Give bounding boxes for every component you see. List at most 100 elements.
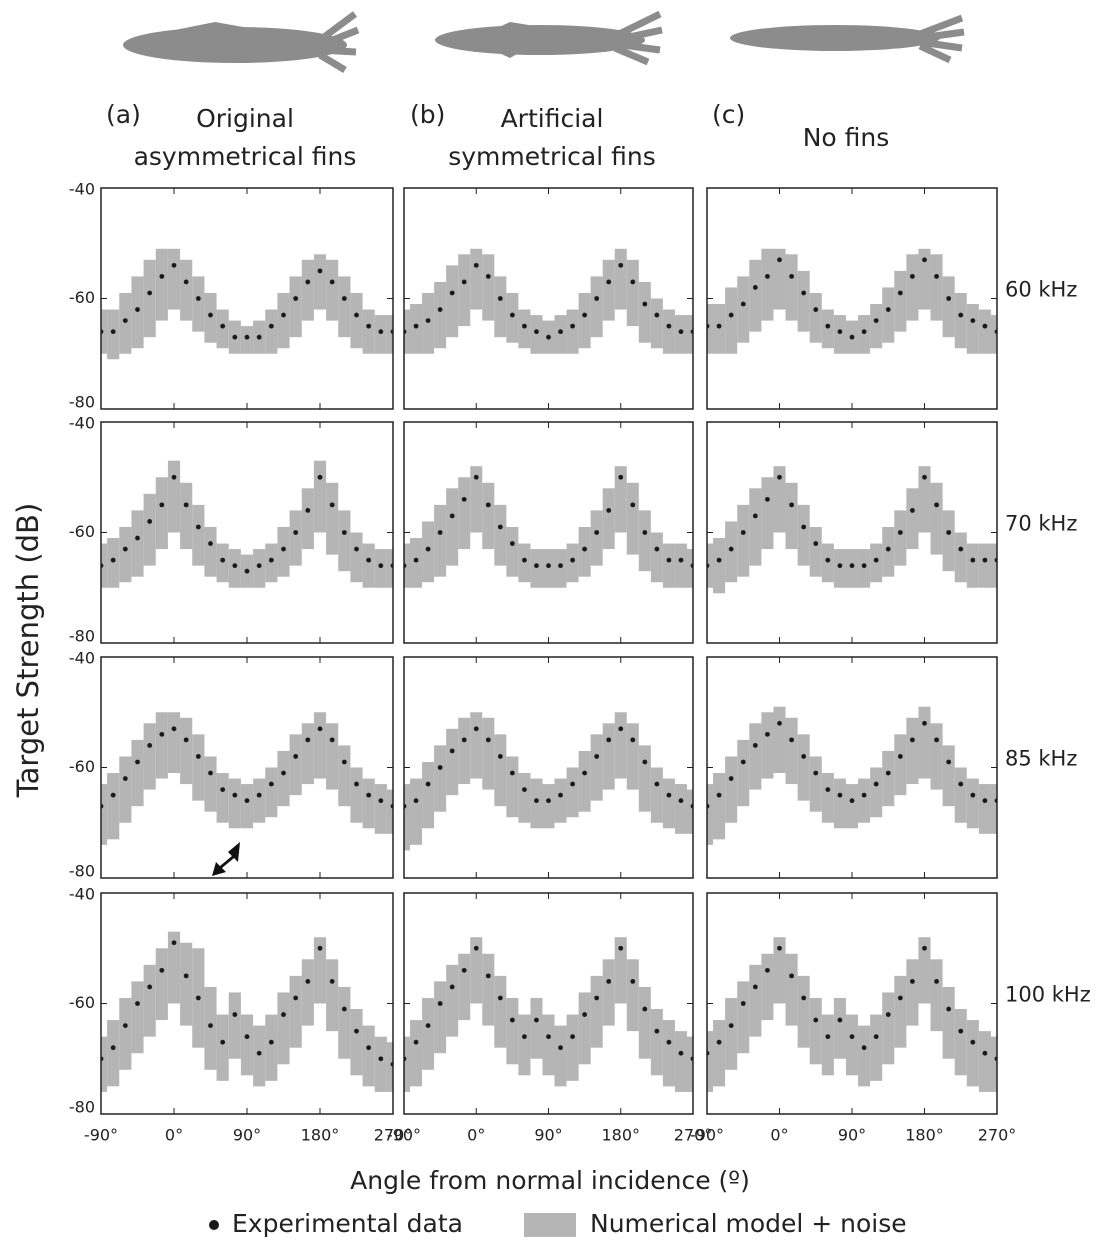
- model-band: [422, 761, 435, 829]
- experimental-point: [558, 563, 563, 569]
- experimental-point: [777, 720, 782, 726]
- model-band: [966, 304, 979, 354]
- model-band: [638, 281, 651, 343]
- model-band: [458, 477, 471, 550]
- model-band: [833, 549, 846, 588]
- experimental-point: [678, 1050, 684, 1056]
- model-band: [894, 270, 907, 332]
- experimental-point: [534, 1017, 539, 1023]
- model-band: [204, 986, 217, 1070]
- experimental-point: [752, 984, 758, 990]
- experimental-point: [849, 334, 855, 340]
- model-band: [362, 543, 375, 588]
- experimental-point: [728, 776, 734, 781]
- model-band: [506, 526, 519, 577]
- experimental-point: [232, 563, 238, 569]
- experimental-point: [740, 301, 746, 307]
- model-band: [602, 959, 615, 1026]
- model-band: [918, 937, 931, 1004]
- experimental-point: [268, 1039, 274, 1045]
- model-band: [470, 712, 483, 779]
- model-band: [155, 477, 168, 550]
- x-tick-label: 180°: [301, 1126, 340, 1145]
- x-tick-label: -90°: [84, 1126, 118, 1145]
- experimental-point: [135, 759, 140, 765]
- experimental-point: [147, 519, 153, 524]
- experimental-point: [159, 731, 165, 737]
- squid-c: [730, 14, 965, 64]
- y-tick-label: -40: [69, 180, 95, 199]
- model-band: [650, 1009, 663, 1076]
- model-band: [773, 248, 786, 310]
- x-tick-label: -90°: [690, 1126, 724, 1145]
- model-band: [749, 723, 762, 790]
- model-band: [131, 510, 144, 577]
- model-band: [301, 488, 314, 550]
- model-band: [942, 745, 955, 807]
- plot-area: [101, 460, 393, 588]
- model-band: [155, 712, 168, 779]
- model-band: [686, 315, 693, 354]
- experimental-point: [378, 329, 384, 335]
- experimental-point: [558, 329, 563, 335]
- model-band: [713, 1020, 726, 1087]
- x-tick-label: 90°: [534, 1126, 562, 1145]
- experimental-point: [885, 770, 891, 776]
- model-band: [289, 975, 302, 1048]
- experimental-point: [765, 496, 770, 502]
- model-band: [338, 276, 351, 338]
- experimental-point: [195, 524, 201, 530]
- experimental-point: [582, 1012, 588, 1017]
- experimental-point: [873, 1034, 879, 1040]
- experimental-point: [666, 323, 672, 329]
- model-band: [797, 504, 810, 566]
- model-band: [785, 482, 798, 550]
- experimental-point: [171, 474, 177, 480]
- model-band: [737, 504, 750, 577]
- experimental-point: [740, 1001, 746, 1006]
- experimental-point: [813, 541, 819, 546]
- model-band: [554, 1025, 567, 1087]
- experimental-point: [449, 984, 455, 990]
- model-band: [809, 526, 822, 577]
- plot-area: [707, 706, 997, 845]
- experimental-point: [195, 995, 201, 1001]
- experimental-point: [220, 323, 226, 329]
- experimental-point: [849, 1034, 855, 1040]
- model-band: [674, 543, 687, 588]
- experimental-point: [171, 940, 177, 946]
- experimental-point: [849, 798, 855, 804]
- model-band: [578, 750, 591, 812]
- experimental-point: [147, 743, 153, 748]
- experimental-point: [958, 546, 964, 552]
- column-tag: (b): [410, 100, 446, 129]
- plot-area: [707, 937, 997, 1092]
- model-band: [990, 784, 997, 834]
- experimental-point: [232, 1012, 238, 1017]
- model-band: [809, 756, 822, 812]
- model-band: [410, 304, 423, 354]
- model-band: [180, 717, 193, 785]
- model-band: [858, 549, 871, 588]
- model-band: [167, 712, 181, 774]
- experimental-point: [208, 312, 213, 318]
- model-band: [662, 309, 675, 354]
- model-band: [265, 767, 278, 818]
- experimental-point: [232, 334, 238, 340]
- experimental-point: [752, 285, 758, 290]
- model-band: [530, 997, 543, 1059]
- column-title: No fins: [802, 123, 890, 152]
- experimental-point: [678, 557, 684, 563]
- model-band: [554, 315, 567, 354]
- model-band: [204, 292, 217, 343]
- model-band: [638, 745, 651, 812]
- model-band: [785, 254, 798, 321]
- y-tick-label: -60: [69, 522, 95, 541]
- experimental-point: [183, 973, 189, 979]
- experimental-point: [509, 1017, 515, 1023]
- model-band: [494, 504, 507, 566]
- experimental-point: [861, 563, 867, 569]
- experimental-point: [922, 945, 927, 951]
- model-band: [749, 964, 762, 1037]
